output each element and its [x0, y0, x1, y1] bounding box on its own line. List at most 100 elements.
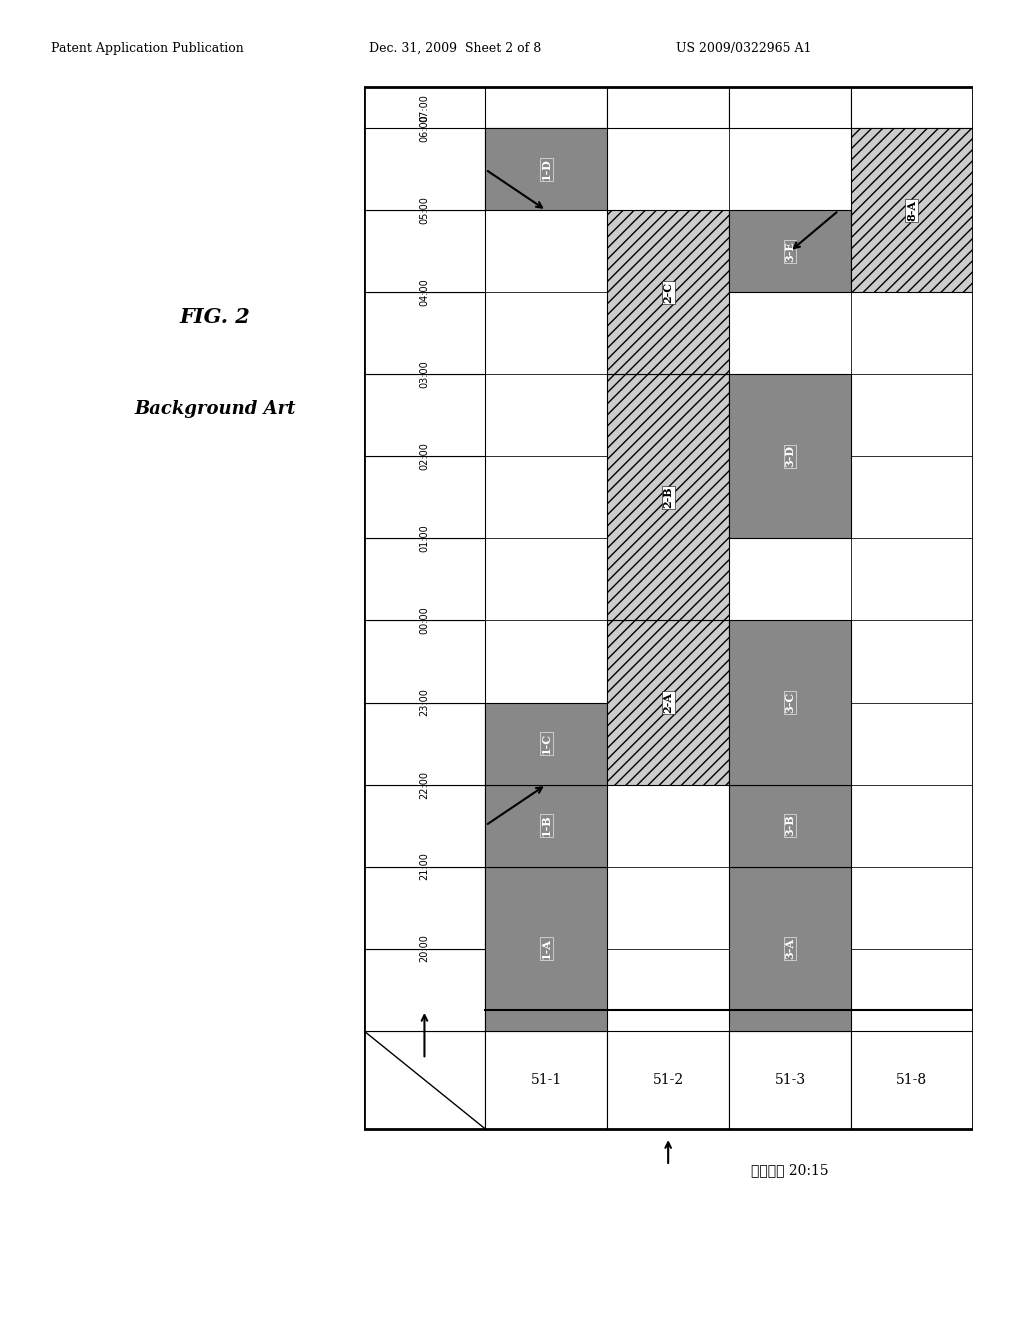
Bar: [364, 702, 485, 784]
Bar: [485, 949, 607, 1031]
Bar: [851, 87, 973, 128]
Text: 23:00: 23:00: [420, 689, 429, 717]
Text: 1-D: 1-D: [541, 158, 552, 181]
Bar: [729, 866, 851, 1031]
Text: 3-E: 3-E: [784, 242, 796, 261]
Bar: [607, 702, 729, 784]
Bar: [364, 375, 485, 457]
Bar: [485, 1031, 607, 1129]
Text: 2-B: 2-B: [663, 487, 674, 508]
Bar: [851, 293, 973, 375]
Bar: [851, 702, 973, 784]
Bar: [607, 375, 729, 620]
Bar: [729, 210, 851, 293]
Bar: [607, 539, 729, 620]
Bar: [485, 293, 607, 375]
Bar: [851, 866, 973, 949]
Text: 2-C: 2-C: [663, 282, 674, 304]
Bar: [729, 210, 851, 293]
Text: Patent Application Publication: Patent Application Publication: [51, 42, 244, 55]
Bar: [729, 620, 851, 702]
Bar: [485, 702, 607, 784]
Bar: [729, 784, 851, 866]
Bar: [851, 375, 973, 457]
Text: 51-3: 51-3: [774, 1073, 806, 1086]
Text: 1-A: 1-A: [541, 939, 552, 960]
Bar: [729, 539, 851, 620]
Bar: [364, 457, 485, 539]
Bar: [851, 1031, 973, 1129]
Text: 1-B: 1-B: [541, 814, 552, 837]
Text: 현재시간 20:15: 현재시간 20:15: [752, 1163, 828, 1177]
Text: 1-C: 1-C: [541, 733, 552, 754]
Bar: [729, 1031, 851, 1129]
Bar: [485, 128, 607, 210]
Bar: [485, 702, 607, 784]
Text: 03:00: 03:00: [420, 360, 429, 388]
Bar: [364, 620, 485, 702]
Bar: [485, 784, 607, 866]
Bar: [364, 1031, 485, 1129]
Bar: [607, 784, 729, 866]
Bar: [364, 210, 485, 293]
Text: 21:00: 21:00: [420, 853, 429, 880]
Bar: [851, 457, 973, 539]
Bar: [729, 293, 851, 375]
Bar: [485, 539, 607, 620]
Bar: [729, 620, 851, 784]
Text: 3-A: 3-A: [784, 939, 796, 960]
Text: 3-B: 3-B: [784, 814, 796, 837]
Text: 05:00: 05:00: [420, 197, 429, 224]
Bar: [607, 949, 729, 1031]
Bar: [364, 784, 485, 866]
Text: 04:00: 04:00: [420, 279, 429, 306]
Bar: [485, 784, 607, 866]
Bar: [607, 210, 729, 375]
Bar: [485, 87, 607, 128]
Bar: [729, 457, 851, 539]
Bar: [607, 457, 729, 539]
Text: 8-A: 8-A: [906, 199, 918, 220]
Text: FIG. 2: FIG. 2: [179, 306, 251, 327]
Bar: [607, 210, 729, 293]
Bar: [485, 866, 607, 949]
Bar: [364, 293, 485, 375]
Bar: [729, 784, 851, 866]
Bar: [851, 949, 973, 1031]
Bar: [607, 620, 729, 784]
Text: 00:00: 00:00: [420, 607, 429, 635]
Text: US 2009/0322965 A1: US 2009/0322965 A1: [676, 42, 811, 55]
Bar: [729, 375, 851, 457]
Bar: [364, 949, 485, 1031]
Bar: [851, 620, 973, 702]
Bar: [851, 128, 973, 293]
Bar: [851, 128, 973, 210]
Bar: [485, 620, 607, 702]
Bar: [607, 620, 729, 702]
Bar: [485, 128, 607, 210]
Bar: [729, 702, 851, 784]
Text: 02:00: 02:00: [420, 442, 429, 470]
Bar: [364, 128, 485, 210]
Bar: [607, 1031, 729, 1129]
Text: 22:00: 22:00: [420, 771, 429, 799]
Bar: [851, 784, 973, 866]
Bar: [607, 293, 729, 375]
Bar: [364, 866, 485, 949]
Bar: [607, 128, 729, 210]
Text: Dec. 31, 2009  Sheet 2 of 8: Dec. 31, 2009 Sheet 2 of 8: [369, 42, 541, 55]
Text: 01:00: 01:00: [420, 524, 429, 552]
Bar: [851, 210, 973, 293]
Text: Background Art: Background Art: [134, 400, 296, 418]
Bar: [851, 539, 973, 620]
Bar: [485, 375, 607, 457]
Text: 07:00: 07:00: [420, 94, 429, 121]
Bar: [364, 539, 485, 620]
Bar: [607, 866, 729, 949]
Text: 2-A: 2-A: [663, 692, 674, 713]
Bar: [729, 949, 851, 1031]
Bar: [485, 866, 607, 1031]
Bar: [729, 128, 851, 210]
Text: 51-2: 51-2: [652, 1073, 684, 1086]
Bar: [729, 87, 851, 128]
